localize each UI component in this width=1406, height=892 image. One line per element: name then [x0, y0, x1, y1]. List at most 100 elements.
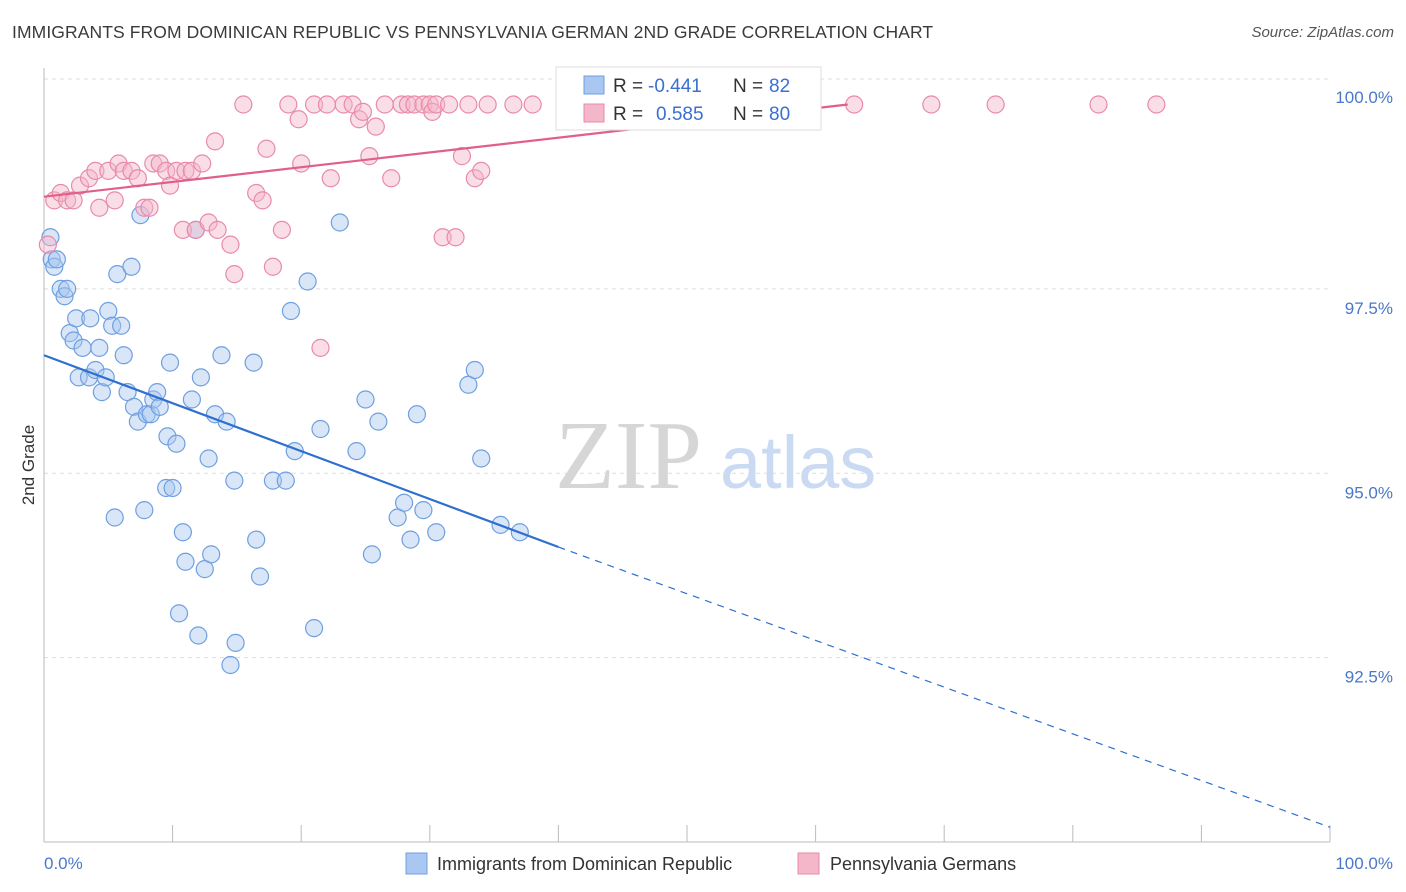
point-pagerman-62 — [446, 228, 465, 247]
point-dominican-42 — [176, 552, 195, 571]
series-legend: Immigrants from Dominican Republic Penns… — [405, 852, 1016, 875]
point-dominican-22 — [112, 316, 131, 335]
point-dominican-48 — [199, 449, 218, 468]
point-dominican-74 — [407, 405, 427, 424]
point-dominican-11 — [73, 338, 92, 357]
point-dominican-41 — [173, 523, 192, 542]
point-pagerman-53 — [392, 95, 411, 114]
bottom-legend-swatch-pink — [797, 852, 820, 875]
point-dominican-56 — [244, 353, 263, 372]
point-dominican-35 — [157, 478, 176, 498]
point-dominican-79 — [472, 449, 491, 468]
point-dominican-15 — [90, 338, 109, 357]
point-pagerman-19 — [157, 161, 176, 180]
point-dominican-64 — [304, 619, 324, 638]
x-tick-labels: 0.0% 100.0% — [44, 854, 1393, 873]
legend-n-label-1: N = — [733, 76, 763, 97]
point-dominican-39 — [167, 434, 186, 453]
point-pagerman-32 — [234, 95, 253, 114]
point-dominican-18 — [99, 301, 118, 321]
point-dominican-25 — [122, 257, 141, 276]
point-pagerman-78 — [1089, 95, 1108, 114]
point-pagerman-60 — [433, 228, 452, 247]
legend-n-label-2: N = — [733, 104, 763, 125]
x-tick-label-1: 100.0% — [1335, 854, 1393, 873]
chart-source: Source: ZipAtlas.com — [1251, 24, 1394, 41]
series-dominican-points — [41, 206, 529, 675]
point-dominican-20 — [105, 508, 124, 527]
point-pagerman-38 — [279, 95, 298, 114]
point-dominican-78 — [465, 360, 484, 380]
gridlines — [44, 78, 1330, 659]
point-dominican-45 — [189, 626, 208, 645]
point-pagerman-8 — [90, 198, 109, 217]
bottom-legend-label-pink: Pennsylvania Germans — [830, 854, 1016, 874]
point-pagerman-41 — [304, 95, 324, 114]
stats-legend: R = -0.441 N = 82 R = 0.585 N = 80 — [555, 66, 822, 131]
point-dominican-58 — [250, 567, 270, 586]
point-pagerman-61 — [439, 95, 459, 114]
point-dominican-2 — [45, 257, 64, 276]
x-tick-label-0: 0.0% — [44, 854, 83, 873]
point-dominican-5 — [55, 287, 74, 306]
point-pagerman-0 — [38, 235, 57, 254]
point-dominican-37 — [160, 353, 180, 372]
point-pagerman-76 — [922, 95, 941, 114]
point-pagerman-69 — [523, 95, 542, 114]
point-pagerman-77 — [986, 95, 1005, 114]
trend-dominican-solid — [43, 354, 559, 549]
point-dominican-65 — [311, 419, 330, 439]
point-pagerman-48 — [353, 102, 373, 121]
point-pagerman-54 — [398, 95, 418, 114]
bottom-legend-label-blue: Immigrants from Dominican Republic — [437, 854, 732, 874]
point-pagerman-36 — [263, 257, 283, 276]
point-dominican-73 — [401, 530, 420, 549]
point-dominican-13 — [81, 309, 100, 328]
point-dominican-40 — [169, 604, 189, 623]
point-dominican-70 — [369, 412, 388, 431]
point-dominican-1 — [42, 250, 61, 269]
legend-n-value-2: 80 — [769, 104, 790, 125]
point-pagerman-15 — [135, 198, 154, 217]
point-pagerman-7 — [86, 161, 105, 180]
point-pagerman-39 — [289, 110, 308, 129]
point-pagerman-12 — [114, 161, 133, 180]
point-pagerman-66 — [472, 161, 491, 180]
legend-swatch-blue — [583, 75, 605, 95]
point-dominican-43 — [182, 390, 201, 409]
point-pagerman-37 — [272, 220, 292, 239]
legend-n-value-1: 82 — [769, 76, 790, 97]
point-dominican-54 — [225, 471, 244, 490]
point-pagerman-34 — [253, 191, 272, 210]
point-pagerman-50 — [366, 117, 385, 136]
point-dominican-66 — [330, 213, 349, 232]
point-dominican-0 — [41, 228, 60, 247]
point-pagerman-16 — [140, 198, 159, 217]
point-pagerman-35 — [257, 139, 276, 158]
point-dominican-53 — [221, 655, 240, 675]
point-pagerman-22 — [173, 220, 192, 239]
y-tick-labels: 92.5% 95.0% 97.5% 100.0% — [1335, 88, 1393, 687]
point-dominican-59 — [263, 471, 283, 490]
legend-r-value-1: -0.441 — [648, 76, 702, 97]
point-dominican-21 — [108, 265, 127, 284]
point-dominican-51 — [212, 346, 231, 365]
watermark-zip: ZIP — [555, 402, 702, 510]
point-dominican-67 — [347, 442, 366, 461]
watermark-atlas: atlas — [720, 421, 876, 504]
point-dominican-55 — [226, 633, 245, 652]
point-dominican-23 — [114, 346, 133, 365]
point-dominican-9 — [67, 309, 86, 328]
point-pagerman-28 — [205, 132, 225, 151]
series-pagerman-points — [38, 95, 1166, 357]
y-tick-label-0: 92.5% — [1345, 668, 1393, 687]
point-pagerman-63 — [452, 147, 472, 166]
point-dominican-57 — [247, 530, 266, 549]
point-pagerman-18 — [150, 154, 169, 173]
point-pagerman-64 — [459, 95, 478, 114]
y-tick-label-3: 100.0% — [1335, 88, 1393, 107]
point-pagerman-79 — [1147, 95, 1166, 114]
point-dominican-75 — [414, 501, 433, 520]
point-pagerman-44 — [321, 169, 340, 188]
